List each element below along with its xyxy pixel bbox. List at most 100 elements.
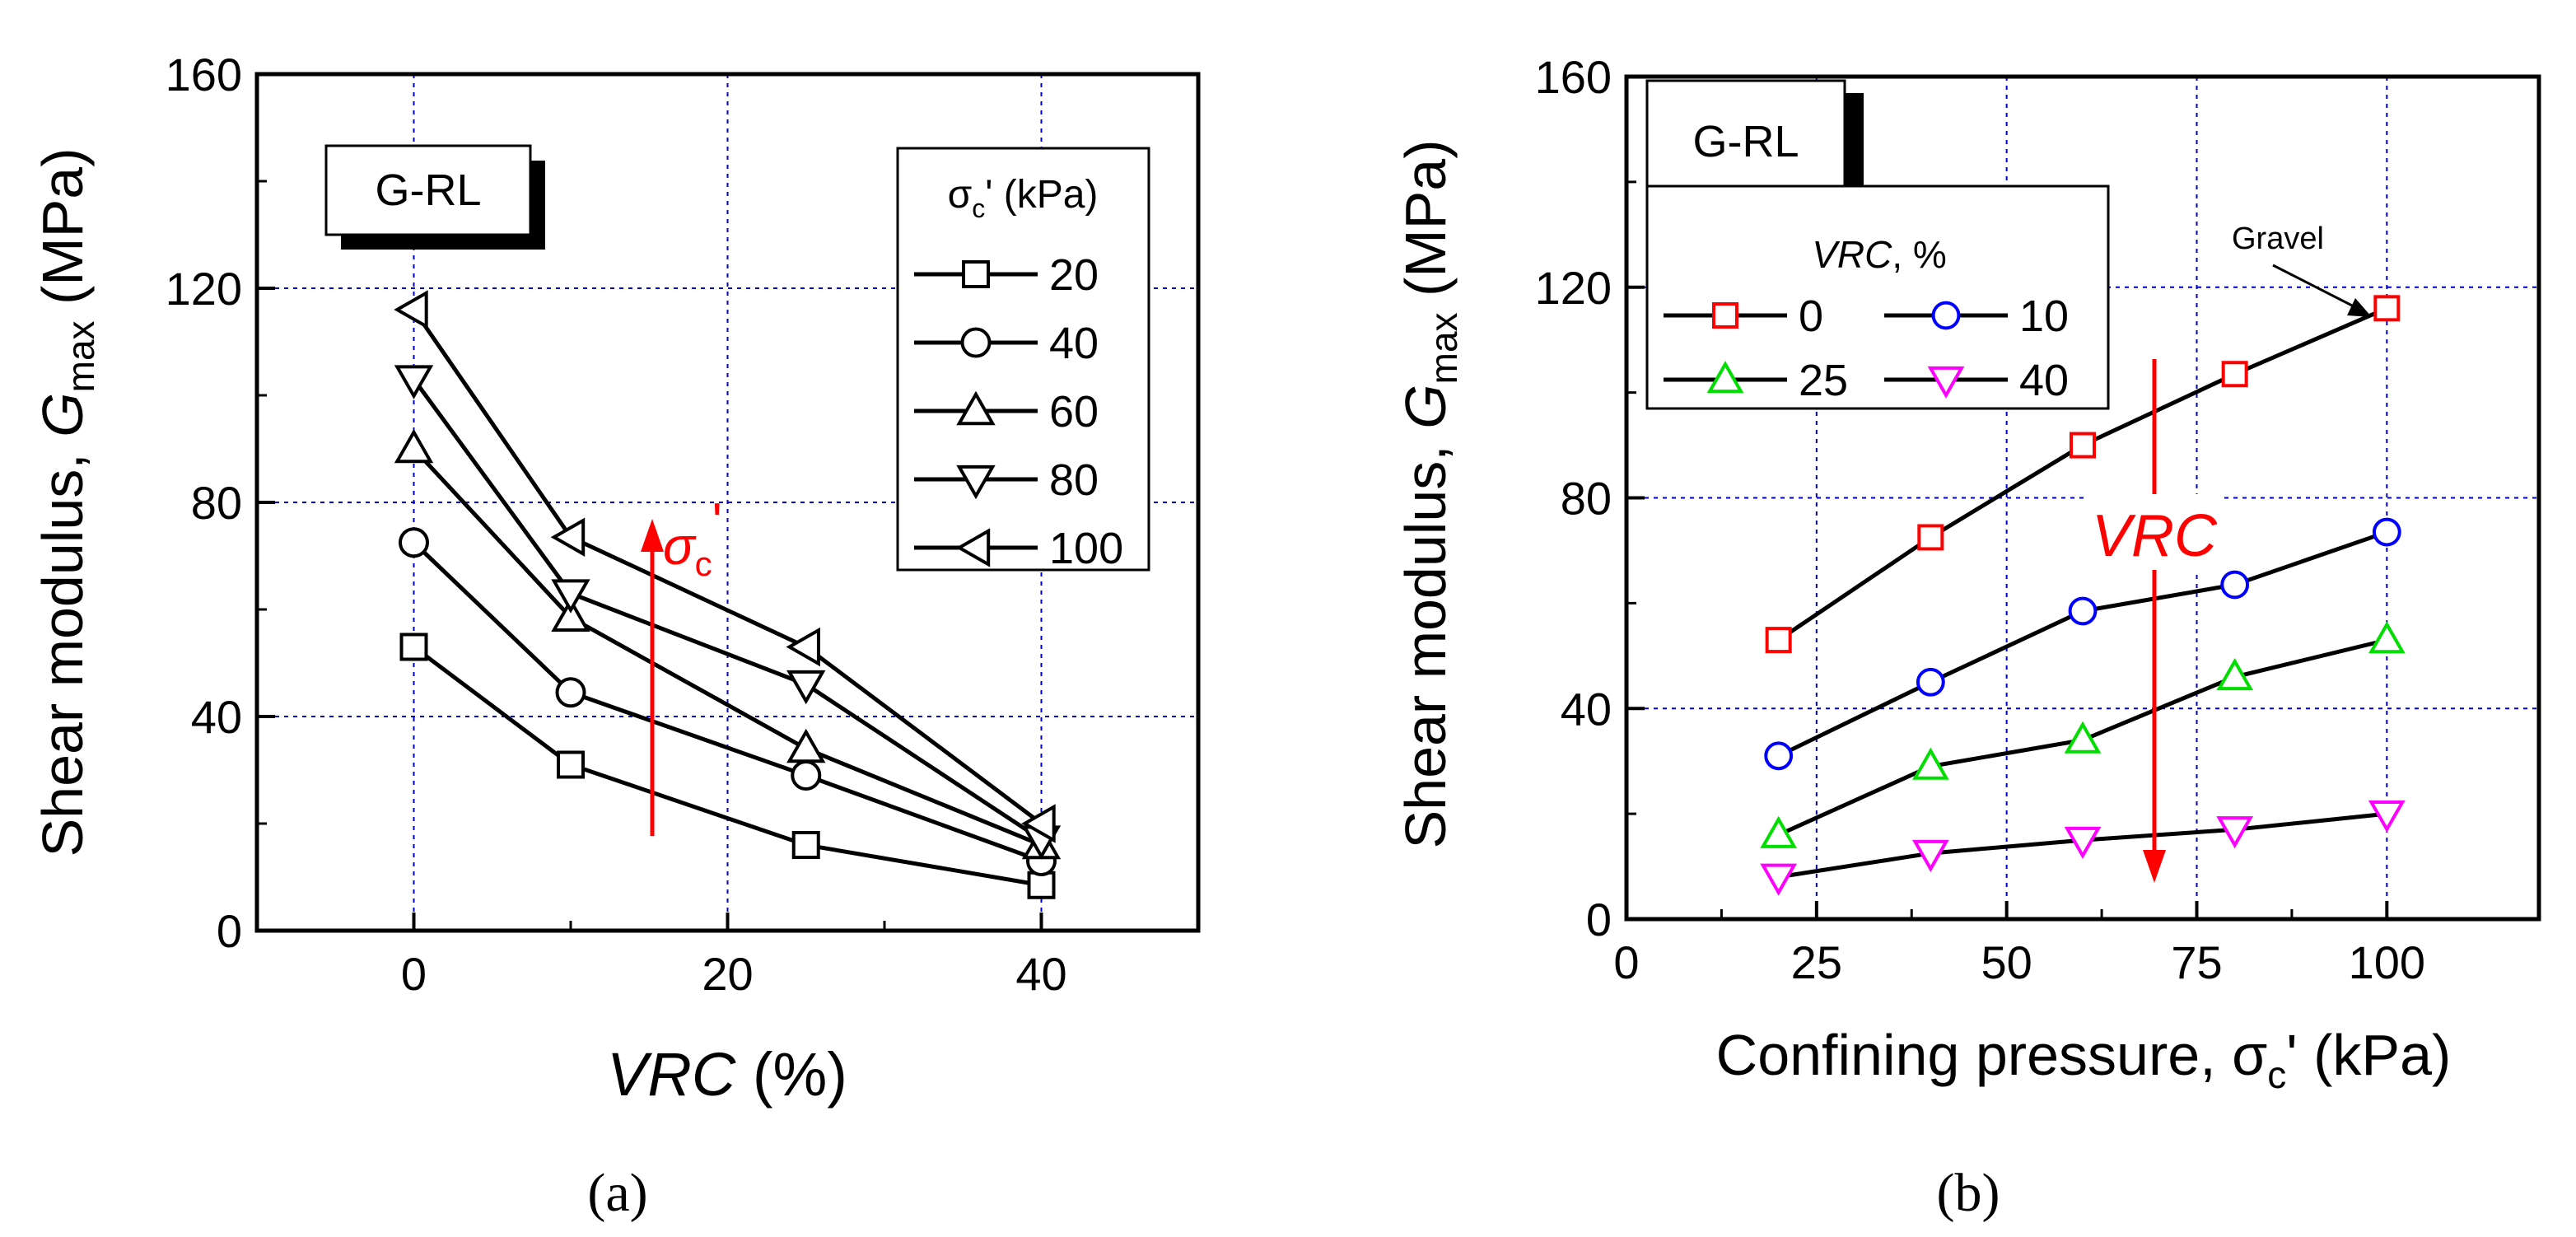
data-point-60 bbox=[394, 428, 434, 464]
data-point-20 bbox=[791, 831, 820, 859]
series-line-40 bbox=[412, 540, 1043, 863]
data-point-40 bbox=[791, 760, 822, 791]
data-point-0 bbox=[1917, 524, 1944, 551]
series-line-20 bbox=[412, 645, 1042, 888]
data-point-0 bbox=[1765, 627, 1792, 654]
data-point-100 bbox=[394, 290, 428, 329]
x-tick-label: 0 bbox=[401, 948, 427, 1000]
panel-label-b: (b) bbox=[1937, 1163, 2000, 1223]
y-axis-label-b: Shear modulus, Gmax (MPa) bbox=[1393, 139, 1465, 848]
series-b bbox=[1760, 295, 2406, 896]
data-point-0 bbox=[2221, 361, 2248, 388]
series-a bbox=[394, 290, 1062, 899]
legend-marker-0 bbox=[1712, 302, 1738, 329]
legend-entries-a: 20 40 60 80 100 bbox=[914, 250, 1123, 573]
x-tick-label: 25 bbox=[1791, 936, 1842, 988]
vrc-label-bg bbox=[2085, 494, 2224, 570]
tag-label-b: G-RL bbox=[1692, 117, 1799, 166]
data-point-25 bbox=[2368, 621, 2406, 654]
panel-a: 0 20 40 0 40 80 120 160 Shear modulus, Gmax (MP… bbox=[30, 49, 1201, 1223]
data-point-100 bbox=[786, 627, 820, 667]
data-point-20 bbox=[1027, 871, 1056, 899]
data-point-80 bbox=[394, 365, 434, 399]
x-tick-label: 75 bbox=[2171, 936, 2222, 988]
ticks-a: 0 20 40 0 40 80 120 160 bbox=[166, 49, 1067, 1000]
legend-label-40: 40 bbox=[2019, 356, 2069, 405]
data-point-100 bbox=[1021, 804, 1056, 843]
legend-marker-60 bbox=[956, 390, 996, 426]
gravel-callout-line bbox=[2272, 264, 2354, 308]
x-tick-label: 40 bbox=[1015, 948, 1066, 1000]
data-point-40 bbox=[1911, 839, 1949, 873]
y-tick-label: 120 bbox=[166, 263, 242, 315]
series-line-100 bbox=[412, 308, 1043, 825]
panel-label-a: (a) bbox=[587, 1163, 647, 1223]
data-point-60 bbox=[551, 597, 590, 632]
x-axis-label-b: Confining pressure, σc' (kPa) bbox=[1716, 1023, 2452, 1096]
legend-title-b: VRC, % bbox=[1812, 233, 1947, 276]
data-point-60 bbox=[786, 728, 826, 763]
y-tick-label: 80 bbox=[191, 477, 242, 529]
vrc-annotation-b: VRC bbox=[2092, 503, 2218, 569]
legend-marker-25 bbox=[1706, 361, 1744, 394]
data-point-10 bbox=[2372, 517, 2401, 547]
data-point-0 bbox=[2373, 295, 2401, 322]
data-point-25 bbox=[1911, 747, 1949, 780]
y-tick-label: 40 bbox=[1561, 683, 1612, 735]
data-point-40 bbox=[2368, 800, 2406, 833]
legend-marker-40 bbox=[1927, 366, 1965, 399]
data-point-80 bbox=[551, 579, 590, 614]
y-tick-label: 80 bbox=[1561, 473, 1612, 525]
legend-marker-40 bbox=[960, 327, 992, 358]
y-axis-label-a: Shear modulus, Gmax (MPa) bbox=[30, 147, 102, 857]
data-point-25 bbox=[2064, 721, 2102, 754]
y-tick-label: 40 bbox=[191, 691, 242, 743]
data-point-0 bbox=[2070, 432, 2096, 459]
data-point-80 bbox=[786, 670, 826, 705]
gravel-callout-arrowhead bbox=[2347, 298, 2372, 317]
legend-marker-100 bbox=[955, 528, 991, 567]
legend-entries-b: 0 10 25 40 bbox=[1664, 292, 2069, 405]
sigma-arrowhead-a bbox=[641, 519, 664, 552]
tag-label-a: G-RL bbox=[375, 166, 481, 215]
legend-label-80: 80 bbox=[1049, 455, 1099, 505]
x-tick-label: 0 bbox=[1613, 936, 1639, 988]
data-point-40 bbox=[1760, 863, 1798, 896]
y-tick-label: 120 bbox=[1535, 262, 1612, 314]
data-point-20 bbox=[399, 633, 428, 661]
legend-label-60: 60 bbox=[1049, 387, 1099, 436]
legend-marker-80 bbox=[956, 464, 996, 500]
series-line-60 bbox=[412, 447, 1043, 847]
legend-label-25: 25 bbox=[1799, 356, 1848, 405]
data-point-40 bbox=[399, 527, 429, 558]
y-tick-label: 0 bbox=[217, 905, 242, 957]
y-tick-label: 160 bbox=[1535, 51, 1612, 103]
data-point-25 bbox=[1760, 815, 1798, 848]
legend-label-10: 10 bbox=[2019, 292, 2069, 341]
legend-label-0: 0 bbox=[1799, 292, 1823, 341]
sigma-annotation-a: σc' bbox=[663, 492, 722, 583]
data-point-10 bbox=[1764, 741, 1794, 771]
legend-title-a: σc' (kPa) bbox=[948, 173, 1099, 223]
legend-box-a bbox=[896, 147, 1150, 572]
series-line-80 bbox=[412, 378, 1043, 842]
data-point-10 bbox=[2068, 596, 2098, 626]
y-tick-label: 0 bbox=[1586, 894, 1612, 945]
legend-marker-20 bbox=[962, 260, 990, 288]
x-tick-label: 100 bbox=[2349, 936, 2425, 988]
data-point-10 bbox=[1916, 667, 1945, 697]
data-point-40 bbox=[2064, 826, 2102, 860]
vrc-arrowhead-b bbox=[2143, 850, 2166, 883]
x-tick-label: 20 bbox=[702, 948, 753, 1000]
x-axis-label-a: VRC (%) bbox=[607, 1040, 847, 1109]
data-point-40 bbox=[555, 677, 586, 708]
data-point-40 bbox=[2216, 816, 2254, 849]
legend-label-40: 40 bbox=[1049, 319, 1099, 368]
legend-marker-10 bbox=[1931, 301, 1961, 330]
y-tick-label: 160 bbox=[166, 49, 242, 100]
data-point-10 bbox=[2220, 570, 2250, 600]
x-tick-label: 50 bbox=[1981, 936, 2032, 988]
